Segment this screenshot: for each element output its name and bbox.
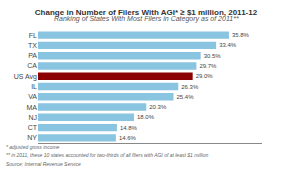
svg-text:35.8%: 35.8% <box>232 32 250 38</box>
svg-text:25.4%: 25.4% <box>176 94 194 100</box>
svg-text:18.0%: 18.0% <box>137 114 155 120</box>
svg-text:29.0%: 29.0% <box>196 73 214 79</box>
svg-text:14.8%: 14.8% <box>120 125 138 131</box>
svg-text:30.5%: 30.5% <box>204 53 222 59</box>
svg-text:** in 2011, these 10 states ac: ** in 2011, these 10 states accounted fo… <box>6 152 209 158</box>
svg-text:TX: TX <box>28 42 37 49</box>
svg-text:Change in Number of Filers Wit: Change in Number of Filers With AGI* ≥ $… <box>35 8 258 17</box>
svg-text:NY: NY <box>27 134 37 141</box>
svg-text:US Avg: US Avg <box>14 73 37 81</box>
svg-text:CT: CT <box>28 124 38 131</box>
svg-text:* adjusted gross income: * adjusted gross income <box>6 144 60 150</box>
svg-text:33.4%: 33.4% <box>219 42 237 48</box>
svg-text:Ranking of States With Most Fi: Ranking of States With Most Filers in Ca… <box>54 15 239 23</box>
svg-text:IL: IL <box>31 83 37 90</box>
svg-text:20.3%: 20.3% <box>149 104 167 110</box>
svg-text:14.6%: 14.6% <box>119 135 137 141</box>
svg-text:MA: MA <box>27 104 38 111</box>
svg-text:CA: CA <box>27 62 37 69</box>
svg-text:Source: Internal Revenue Servi: Source: Internal Revenue Service <box>6 161 81 167</box>
svg-text:26.3%: 26.3% <box>181 84 199 90</box>
svg-text:FL: FL <box>29 32 37 39</box>
svg-text:VA: VA <box>28 93 37 100</box>
svg-text:29.7%: 29.7% <box>199 63 217 69</box>
svg-text:NJ: NJ <box>28 114 37 121</box>
svg-text:PA: PA <box>28 52 37 59</box>
